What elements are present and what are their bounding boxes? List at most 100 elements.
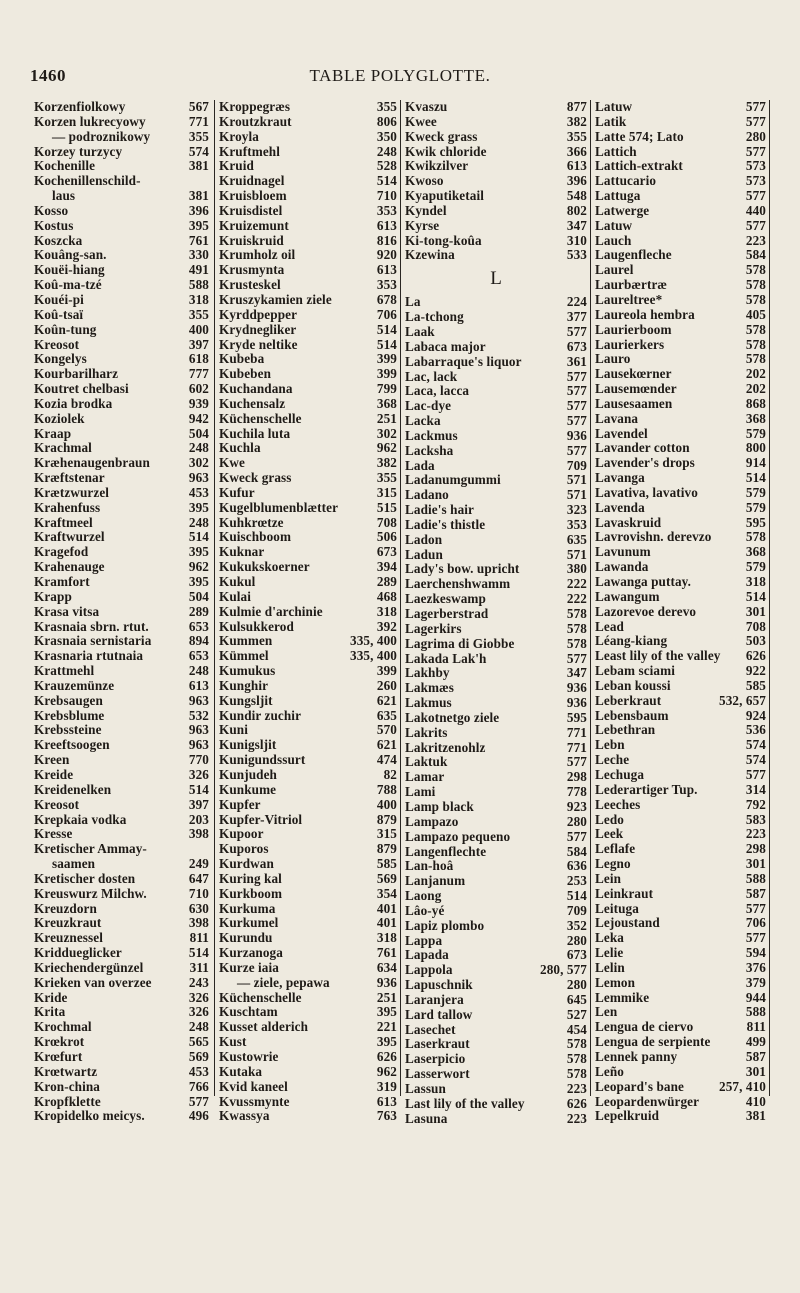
index-entry: Lackmus 936 [405, 428, 587, 444]
entry-page-ref: 318 [376, 603, 397, 619]
index-entry: Kuchla 962 [219, 441, 397, 456]
index-entry: Leflafe 298 [595, 841, 766, 857]
entry-page-ref: 613 [376, 262, 397, 278]
entry-term: Kroyla [219, 128, 259, 144]
index-entry: Least lily of the valley 626 [595, 648, 766, 664]
entry-page-ref: 578 [566, 606, 587, 621]
entry-term: Kukukskoerner [219, 559, 310, 575]
entry-page-ref: 221 [376, 1019, 397, 1035]
entry-page-ref: 577 [745, 188, 766, 204]
index-entry: Lavander cotton 800 [595, 441, 766, 456]
entry-term: Kupoor [219, 826, 264, 842]
entry-page-ref: 595 [566, 709, 587, 725]
entry-page-ref: 533 [566, 247, 587, 263]
entry-page-ref: 347 [566, 665, 587, 681]
entry-page-ref: 788 [376, 781, 397, 797]
entry-term: Ladano [405, 487, 449, 503]
entry-page-ref: 565 [188, 1034, 209, 1050]
index-entry: Kostus 395 [34, 218, 209, 234]
entry-page-ref: 381 [745, 1108, 766, 1124]
entry-term: Kuchila luta [219, 425, 291, 441]
index-entry: Laugenfleche 584 [595, 248, 766, 263]
entry-term: La [405, 294, 421, 310]
entry-term: Lelie [595, 945, 624, 961]
entry-page-ref: 936 [566, 680, 587, 696]
entry-term: Laak [405, 323, 435, 339]
entry-page-ref: 962 [376, 440, 397, 456]
entry-page-ref: 454 [566, 1021, 587, 1037]
entry-page-ref: 382 [376, 455, 397, 471]
entry-term: Lead [595, 618, 624, 634]
index-entry: Lausemœnder 202 [595, 381, 766, 397]
entry-term: Krebsaugen [34, 692, 103, 708]
entry-page-ref: 936 [376, 974, 397, 990]
index-entry: Kyndel 802 [405, 203, 587, 219]
entry-term: — ziele, pepawa [237, 974, 330, 990]
index-entry: Ki-tong-koûa 310 [405, 233, 587, 249]
index-entry: Kreeftsoogen 963 [34, 737, 209, 753]
index-entry: Labarraque's liquor 361 [405, 354, 587, 370]
entry-page-ref: 395 [188, 499, 209, 515]
index-entry: Laktuk 577 [405, 755, 587, 770]
index-entry: Kruiskruid 816 [219, 233, 397, 249]
entry-term: Kulmie d'archinie [219, 603, 323, 619]
index-entry: Lacksha 577 [405, 442, 587, 459]
entry-term: Latuw [595, 99, 633, 114]
entry-term: Kreuswurz Milchw. [34, 885, 147, 901]
entry-page-ref: 811 [189, 930, 209, 946]
index-entry: Kyaputiketail 548 [405, 188, 587, 204]
entry-page-ref: 440 [745, 202, 766, 218]
index-entry: Lamp black 923 [405, 799, 587, 815]
index-entry: Krasa vitsa 289 [34, 604, 209, 620]
entry-page-ref: 577 [188, 1093, 209, 1109]
index-entry: Kropfklette 577 [34, 1093, 209, 1110]
index-entry: Lederartiger Tup. 314 [595, 782, 766, 798]
entry-page-ref: 577 [566, 828, 587, 844]
entry-page-ref: 301 [745, 603, 766, 619]
entry-page-ref: 326 [188, 766, 209, 782]
entry-page-ref: 578 [745, 351, 766, 367]
index-entry: Leopardenwürger 410 [595, 1094, 766, 1110]
index-entry: Kriechendergünzel 311 [34, 960, 209, 976]
entry-term: Lemon [595, 974, 636, 990]
index-entry: Kukul 289 [219, 574, 397, 590]
entry-page-ref: 381 [188, 188, 209, 204]
entry-term: Krœkrot [34, 1034, 85, 1050]
index-entry: Leinkraut 587 [595, 886, 766, 902]
entry-term: Laureltree* [595, 291, 663, 307]
entry-page-ref: 400 [188, 321, 209, 337]
index-entry: Laca, lacca 577 [405, 383, 587, 399]
index-entry: Lagerberstrad 578 [405, 606, 587, 622]
entry-term: Kuhkrœtze [219, 514, 284, 530]
entry-term: Legno [595, 856, 631, 872]
entry-page-ref: 395 [376, 1034, 397, 1050]
index-entry: Kroppegræs 355 [219, 99, 397, 115]
entry-page-ref: 583 [745, 811, 766, 827]
index-entry: Lawanda 579 [595, 559, 766, 575]
entry-page-ref: 453 [188, 1063, 209, 1079]
entry-term: Kræhenaugenbraun [34, 455, 150, 471]
index-entry: Laezkeswamp 222 [405, 591, 587, 607]
index-entry: Kouëi-hiang 491 [34, 262, 209, 278]
entry-term: Lasechet [405, 1021, 456, 1037]
entry-term: Lejoustand [595, 915, 660, 931]
entry-page-ref: 577 [566, 442, 587, 458]
entry-page-ref: 621 [376, 737, 397, 753]
entry-page-ref: 792 [745, 796, 766, 812]
index-entry: Lac, lack 577 [405, 369, 587, 385]
entry-term: Laurierboom [595, 321, 672, 337]
entry-page-ref: 379 [745, 974, 766, 990]
entry-page-ref: 203 [188, 811, 209, 827]
entry-page-ref: 249 [188, 856, 209, 872]
index-entry: Lausesaamen 868 [595, 396, 766, 412]
index-entry: Ledo 583 [595, 811, 766, 828]
entry-term: Korzen lukrecyowy [34, 113, 146, 129]
index-entry: Leka 577 [595, 930, 766, 946]
index-entry: Lapuschnik 280 [405, 977, 587, 993]
index-entry: Kurze iaia 634 [219, 960, 397, 976]
entry-page-ref: 569 [188, 1049, 209, 1064]
entry-page-ref: 223 [566, 1110, 587, 1126]
entry-term: Ledo [595, 811, 624, 827]
entry-page-ref: 353 [376, 277, 397, 293]
entry-term: Leopard's bane [595, 1078, 684, 1094]
